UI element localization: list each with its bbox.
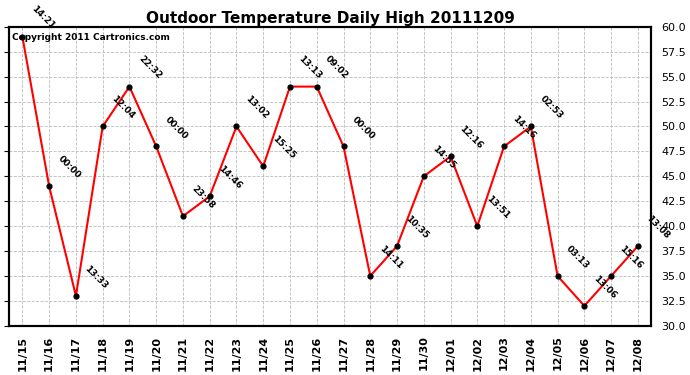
Text: 12:04: 12:04 xyxy=(110,94,136,121)
Point xyxy=(311,84,322,90)
Point xyxy=(632,243,643,249)
Point xyxy=(177,213,188,219)
Text: 00:00: 00:00 xyxy=(56,154,82,181)
Point xyxy=(552,273,563,279)
Point xyxy=(258,164,269,170)
Point xyxy=(70,293,81,299)
Point xyxy=(579,303,590,309)
Text: 13:13: 13:13 xyxy=(297,54,324,81)
Point xyxy=(97,123,108,129)
Text: 14:16: 14:16 xyxy=(511,114,538,141)
Title: Outdoor Temperature Daily High 20111209: Outdoor Temperature Daily High 20111209 xyxy=(146,10,515,26)
Point xyxy=(231,123,242,129)
Point xyxy=(391,243,402,249)
Text: 14:21: 14:21 xyxy=(30,4,56,31)
Text: 14:55: 14:55 xyxy=(431,144,457,171)
Text: 22:32: 22:32 xyxy=(137,54,163,81)
Point xyxy=(204,193,215,199)
Text: 13:08: 13:08 xyxy=(644,214,671,240)
Text: 03:13: 03:13 xyxy=(564,244,591,270)
Text: 15:25: 15:25 xyxy=(270,134,297,161)
Point xyxy=(150,143,161,149)
Text: 00:00: 00:00 xyxy=(163,115,189,141)
Text: 13:51: 13:51 xyxy=(484,194,511,220)
Text: 13:06: 13:06 xyxy=(591,274,618,300)
Text: 14:11: 14:11 xyxy=(377,244,404,270)
Text: Copyright 2011 Cartronics.com: Copyright 2011 Cartronics.com xyxy=(12,33,170,42)
Text: 12:16: 12:16 xyxy=(457,124,484,151)
Text: 14:46: 14:46 xyxy=(217,164,244,191)
Point xyxy=(365,273,376,279)
Text: 13:33: 13:33 xyxy=(83,264,110,290)
Text: 10:35: 10:35 xyxy=(404,214,431,240)
Text: 13:02: 13:02 xyxy=(244,94,270,121)
Point xyxy=(284,84,295,90)
Point xyxy=(124,84,135,90)
Text: 00:00: 00:00 xyxy=(351,115,377,141)
Point xyxy=(17,34,28,40)
Point xyxy=(525,123,536,129)
Point xyxy=(606,273,617,279)
Point xyxy=(338,143,349,149)
Point xyxy=(499,143,510,149)
Point xyxy=(445,153,456,159)
Text: 15:16: 15:16 xyxy=(618,244,644,270)
Text: 09:02: 09:02 xyxy=(324,54,351,81)
Text: 23:58: 23:58 xyxy=(190,184,217,211)
Point xyxy=(418,173,429,179)
Text: 02:53: 02:53 xyxy=(538,94,564,121)
Point xyxy=(472,223,483,229)
Point xyxy=(43,183,55,189)
